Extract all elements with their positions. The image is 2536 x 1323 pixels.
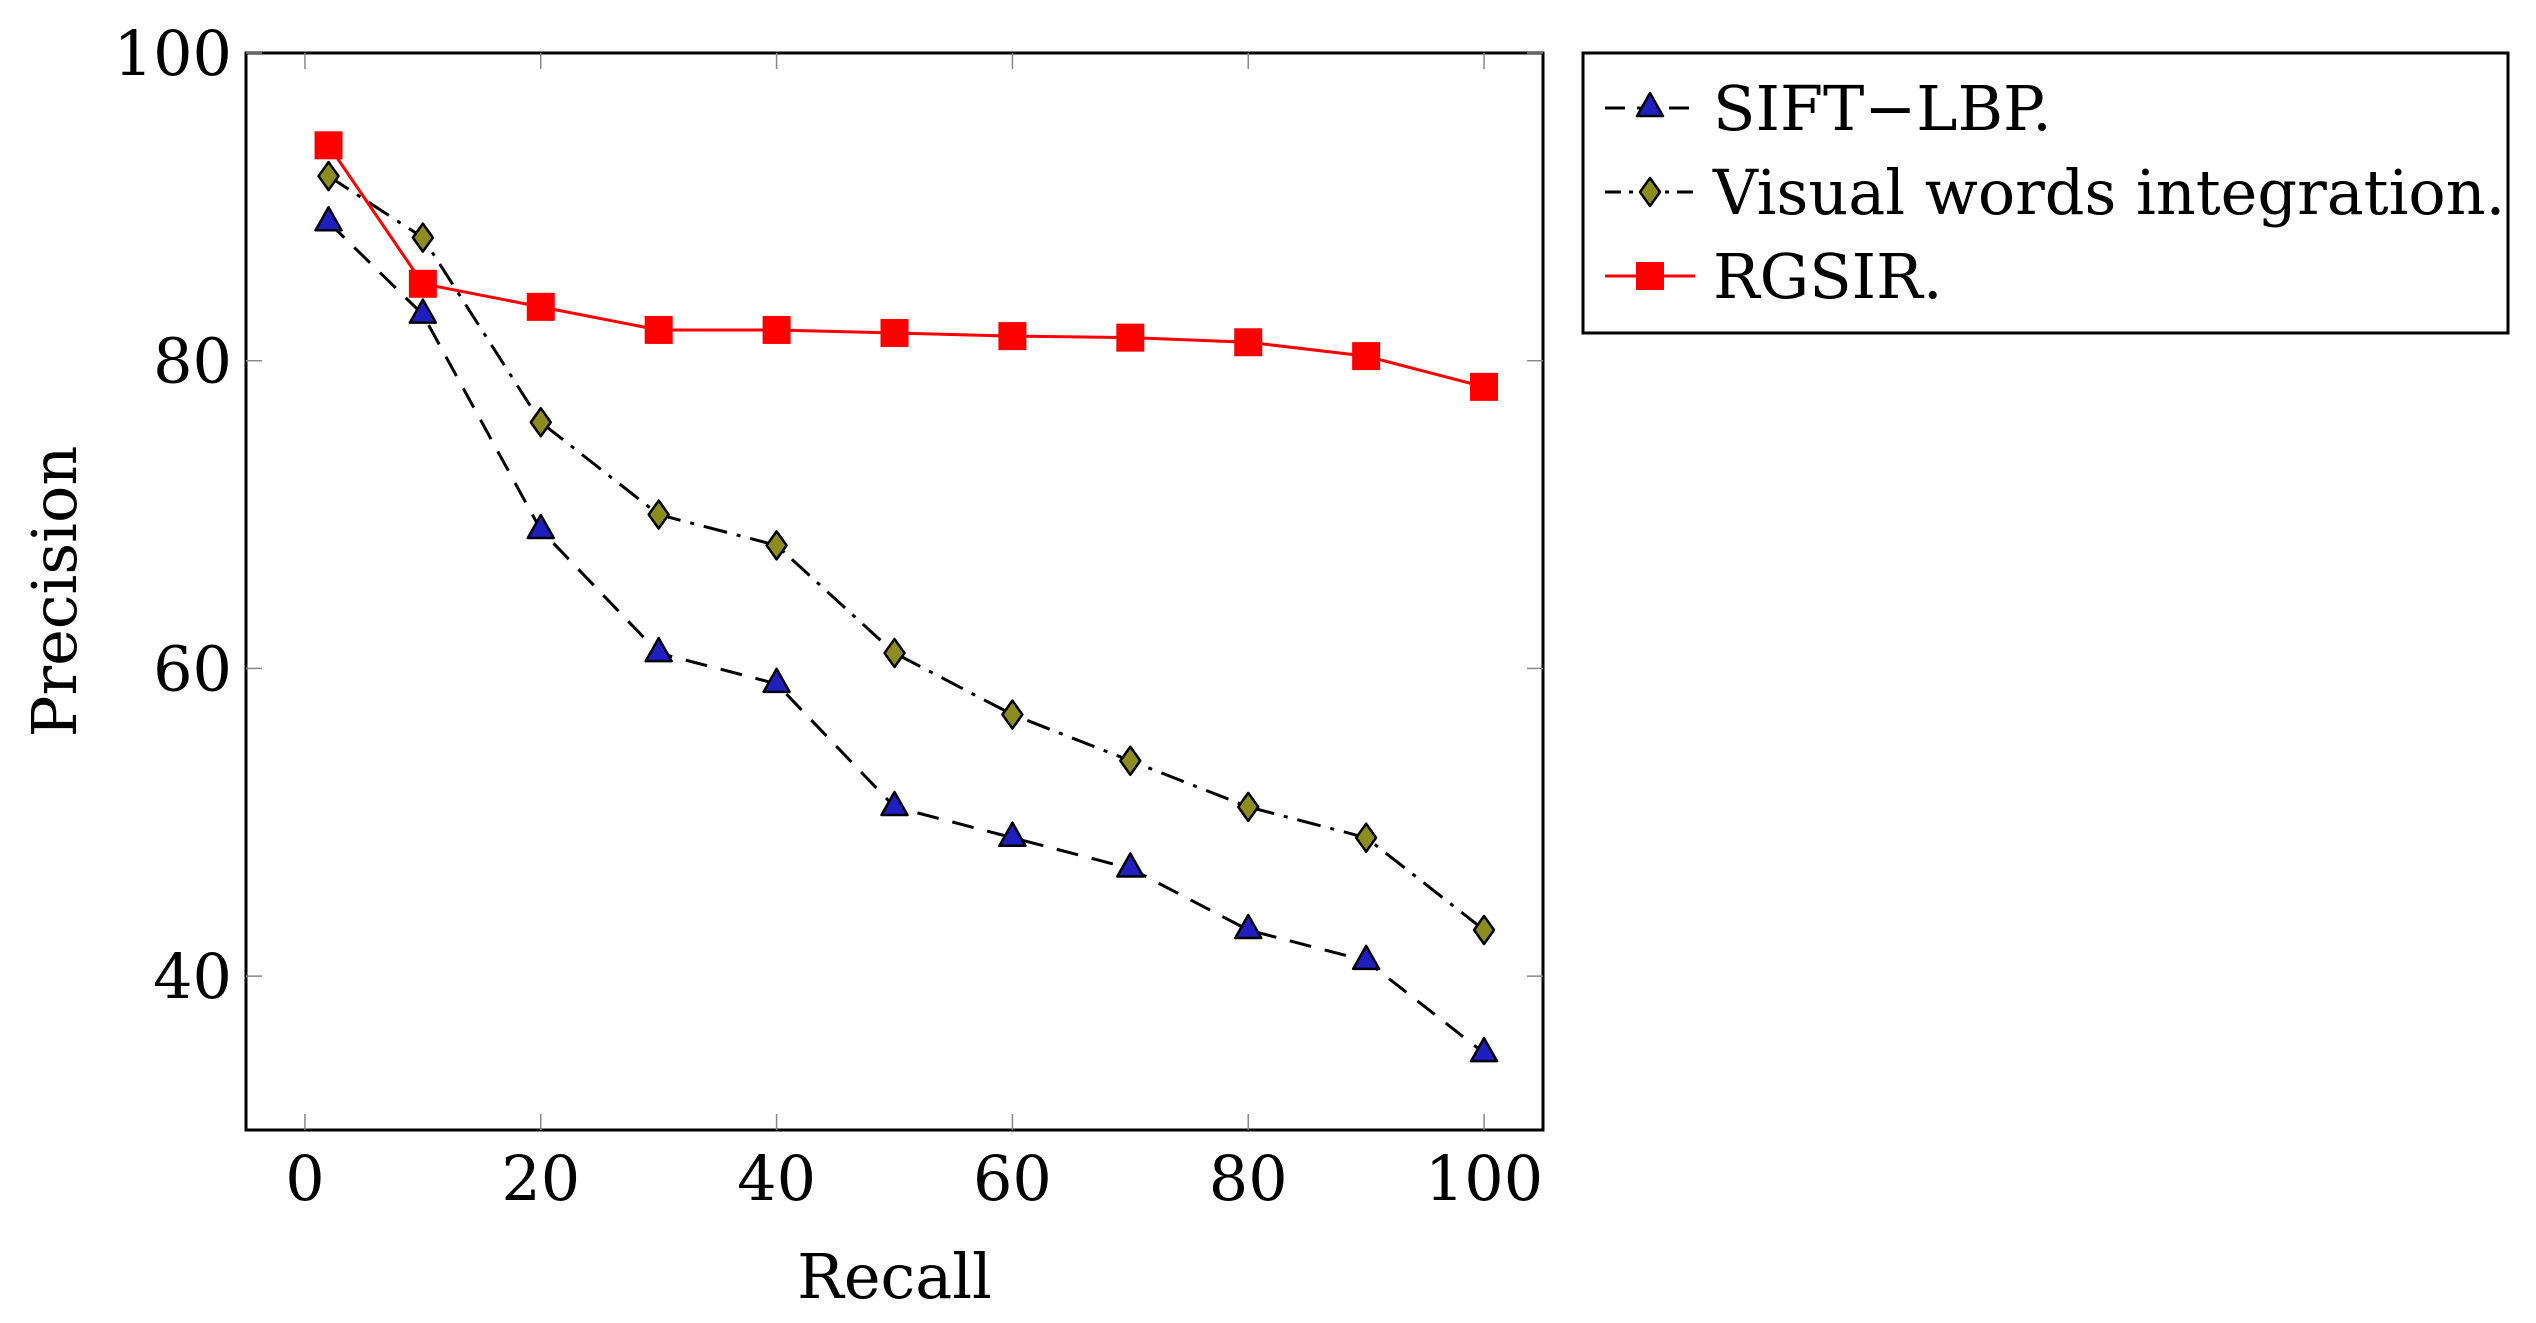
data-point <box>411 222 435 253</box>
plot-frame <box>244 51 1545 1132</box>
data-point <box>998 322 1027 351</box>
data-point <box>1001 699 1024 730</box>
data-point <box>408 298 438 324</box>
data-point <box>1116 323 1145 352</box>
legend-box <box>1581 51 2510 335</box>
data-point <box>526 292 555 321</box>
data-point <box>1236 791 1260 823</box>
data-point <box>647 499 670 530</box>
series-line <box>327 144 1485 389</box>
y-tick-label: 80 <box>153 325 232 398</box>
legend-label: RGSIR. <box>1713 240 1943 313</box>
data-point <box>317 160 340 192</box>
y-tick-label: 60 <box>153 632 232 705</box>
x-tick-label: 60 <box>973 1142 1052 1215</box>
legend-item: SIFT−LBP. <box>1605 72 2052 145</box>
legend: SIFT−LBP. Visual words integration. RGSIR. <box>1581 51 2510 335</box>
data-point <box>1234 328 1263 357</box>
data-point <box>529 407 553 438</box>
data-point <box>314 206 343 232</box>
data-point <box>1472 914 1496 946</box>
x-tick-label: 80 <box>1209 1142 1288 1215</box>
axes-layer: 0 20 40 60 80 100 40 60 80 100 Recall Precision <box>18 17 1545 1313</box>
legend-item: RGSIR. <box>1605 240 1943 313</box>
x-tick-label: 100 <box>1425 1142 1543 1215</box>
data-point <box>1233 913 1263 940</box>
data-point <box>1352 342 1381 371</box>
data-point <box>644 636 673 663</box>
series-layer <box>314 131 1499 1063</box>
data-point <box>762 667 791 694</box>
legend-marker <box>1636 262 1664 290</box>
data-point <box>408 269 437 298</box>
y-tick-label: 100 <box>114 17 232 90</box>
data-point <box>1116 852 1145 878</box>
data-point <box>880 319 909 348</box>
data-point <box>1470 372 1499 401</box>
data-point <box>526 513 556 540</box>
series-2 <box>314 131 1499 401</box>
data-point <box>1351 944 1381 971</box>
legend-marker <box>1635 91 1665 118</box>
legend-item: Visual words integration. <box>1605 156 2505 229</box>
y-axis-title: Precision <box>18 446 91 738</box>
data-point <box>762 315 791 344</box>
x-tick-label: 0 <box>285 1142 324 1215</box>
series-0 <box>314 206 1499 1063</box>
data-point <box>314 131 343 160</box>
data-point <box>765 530 788 561</box>
data-point <box>644 315 673 344</box>
legend-label: SIFT−LBP. <box>1713 72 2052 145</box>
data-point <box>1469 1036 1499 1063</box>
x-tick-label: 40 <box>737 1142 816 1215</box>
x-tick-label: 20 <box>501 1142 580 1215</box>
legend-label: Visual words integration. <box>1712 156 2505 229</box>
x-axis-title: Recall <box>797 1240 992 1313</box>
data-point <box>998 821 1027 847</box>
data-point <box>1354 822 1378 853</box>
data-point <box>1119 745 1142 776</box>
series-line <box>327 174 1485 932</box>
data-point <box>880 790 909 817</box>
legend-marker <box>1638 176 1662 208</box>
y-tick-label: 40 <box>153 940 232 1013</box>
data-point <box>883 637 906 669</box>
series-1 <box>317 160 1496 946</box>
